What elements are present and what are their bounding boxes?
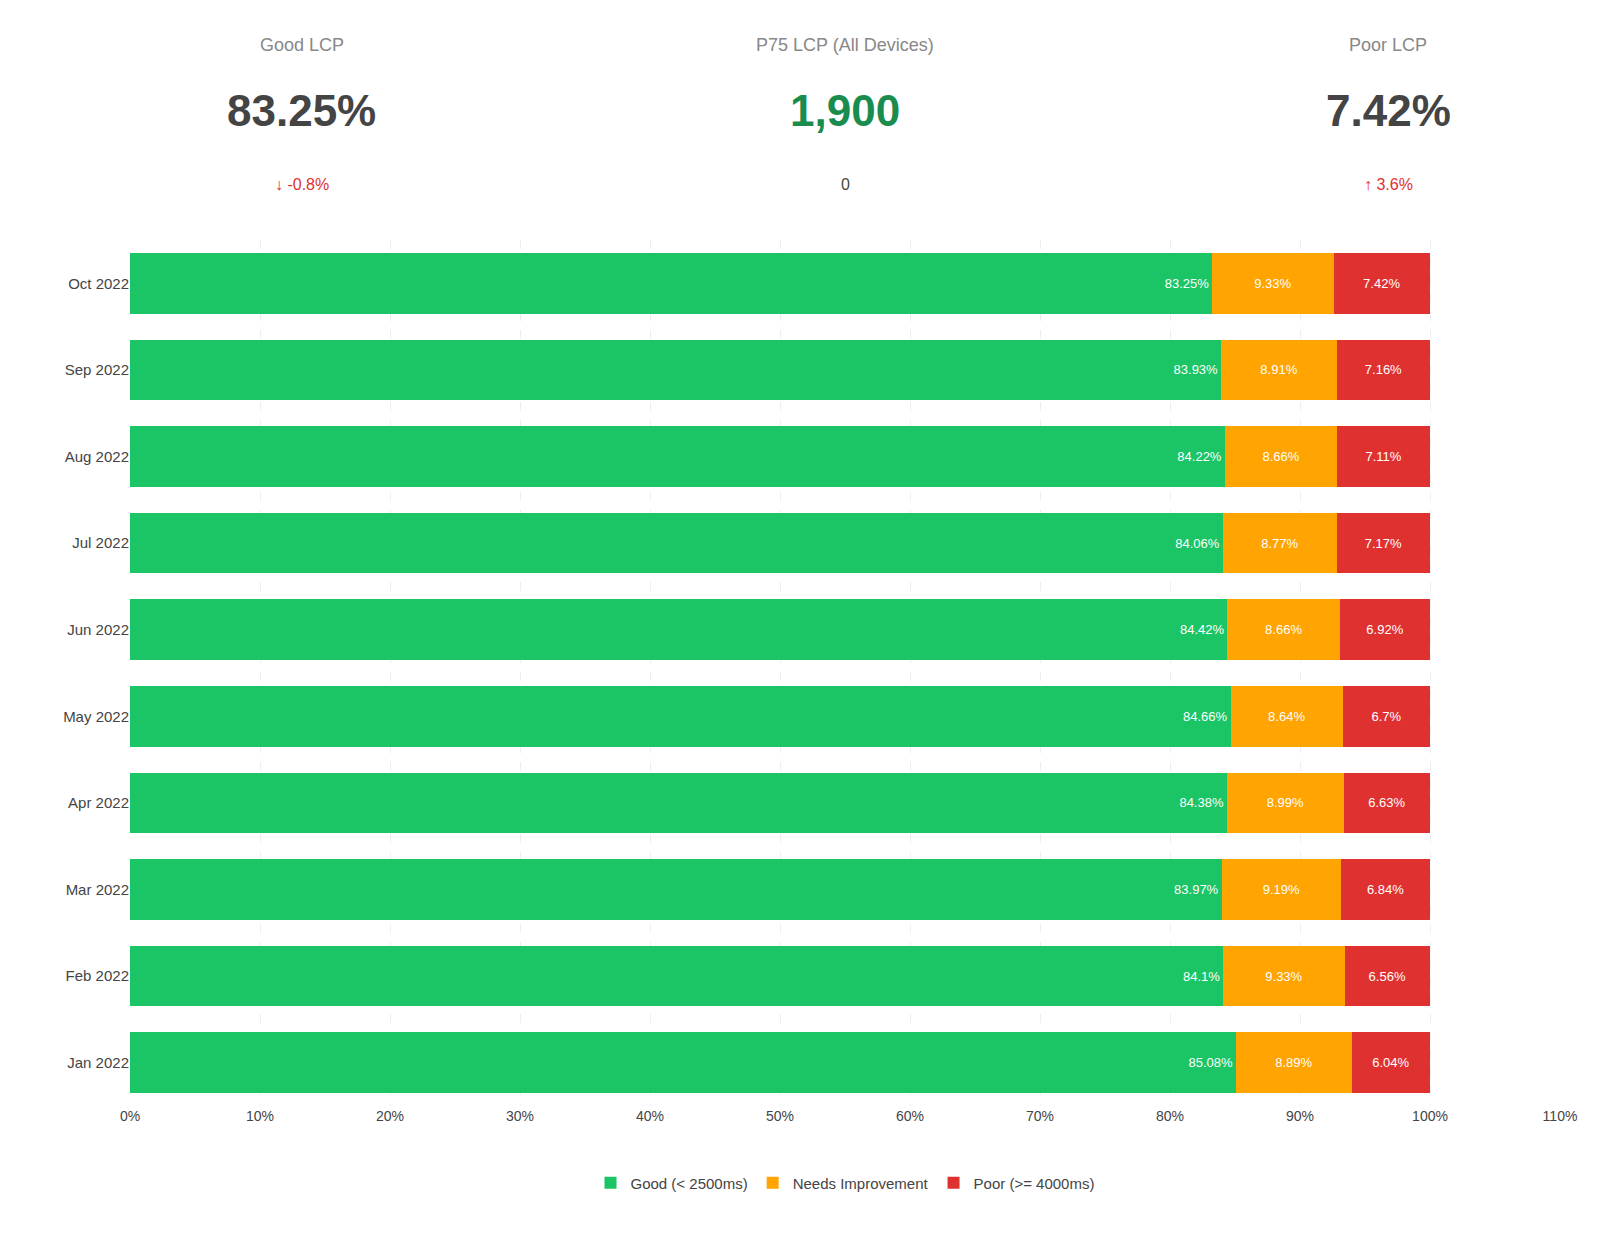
svg-text:80%: 80% (1156, 1108, 1184, 1124)
svg-text:50%: 50% (766, 1108, 794, 1124)
svg-text:8.89%: 8.89% (1275, 1055, 1312, 1070)
svg-text:6.56%: 6.56% (1369, 969, 1406, 984)
svg-text:Needs Improvement: Needs Improvement (793, 1175, 929, 1192)
svg-text:30%: 30% (506, 1108, 534, 1124)
svg-text:Sep 2022: Sep 2022 (65, 361, 129, 378)
svg-text:Jun 2022: Jun 2022 (67, 621, 129, 638)
svg-text:9.19%: 9.19% (1263, 882, 1300, 897)
svg-text:84.1%: 84.1% (1183, 969, 1220, 984)
svg-text:↓ -0.8%: ↓ -0.8% (275, 176, 329, 193)
svg-text:70%: 70% (1026, 1108, 1054, 1124)
svg-text:83.93%: 83.93% (1174, 362, 1219, 377)
svg-text:Apr 2022: Apr 2022 (68, 794, 129, 811)
svg-text:83.25%: 83.25% (227, 86, 376, 135)
svg-text:6.92%: 6.92% (1366, 622, 1403, 637)
svg-text:Feb 2022: Feb 2022 (66, 967, 129, 984)
svg-text:90%: 90% (1286, 1108, 1314, 1124)
svg-text:P75 LCP (All Devices): P75 LCP (All Devices) (756, 35, 934, 55)
svg-text:8.64%: 8.64% (1268, 709, 1305, 724)
svg-text:85.08%: 85.08% (1189, 1055, 1234, 1070)
svg-text:8.99%: 8.99% (1267, 795, 1304, 810)
svg-text:↑ 3.6%: ↑ 3.6% (1364, 176, 1413, 193)
svg-text:Poor LCP: Poor LCP (1349, 35, 1427, 55)
svg-text:Oct 2022: Oct 2022 (68, 275, 129, 292)
svg-text:8.66%: 8.66% (1262, 449, 1299, 464)
svg-text:1,900: 1,900 (790, 86, 900, 135)
svg-text:84.42%: 84.42% (1180, 622, 1225, 637)
svg-text:8.77%: 8.77% (1261, 536, 1298, 551)
svg-text:8.66%: 8.66% (1265, 622, 1302, 637)
svg-text:Aug 2022: Aug 2022 (65, 448, 129, 465)
svg-text:9.33%: 9.33% (1265, 969, 1302, 984)
svg-text:110%: 110% (1543, 1108, 1578, 1124)
svg-text:Mar 2022: Mar 2022 (66, 881, 129, 898)
svg-text:9.33%: 9.33% (1254, 276, 1291, 291)
svg-text:Jul 2022: Jul 2022 (72, 534, 129, 551)
svg-text:0%: 0% (120, 1108, 140, 1124)
svg-text:May 2022: May 2022 (63, 708, 129, 725)
svg-text:84.06%: 84.06% (1175, 536, 1220, 551)
svg-text:83.25%: 83.25% (1165, 276, 1210, 291)
svg-text:6.63%: 6.63% (1368, 795, 1405, 810)
svg-text:100%: 100% (1412, 1108, 1448, 1124)
svg-text:Jan 2022: Jan 2022 (67, 1054, 129, 1071)
svg-text:40%: 40% (636, 1108, 664, 1124)
svg-text:6.7%: 6.7% (1371, 709, 1401, 724)
svg-text:Poor (>= 4000ms): Poor (>= 4000ms) (974, 1175, 1095, 1192)
svg-text:10%: 10% (246, 1108, 274, 1124)
svg-text:6.04%: 6.04% (1372, 1055, 1409, 1070)
svg-text:Good (< 2500ms): Good (< 2500ms) (631, 1175, 748, 1192)
svg-text:7.17%: 7.17% (1365, 536, 1402, 551)
svg-text:84.38%: 84.38% (1179, 795, 1224, 810)
svg-text:7.42%: 7.42% (1326, 86, 1451, 135)
svg-text:20%: 20% (376, 1108, 404, 1124)
svg-text:7.42%: 7.42% (1363, 276, 1400, 291)
svg-text:0: 0 (841, 176, 850, 193)
svg-text:7.11%: 7.11% (1365, 449, 1401, 464)
svg-text:84.66%: 84.66% (1183, 709, 1228, 724)
svg-text:8.91%: 8.91% (1260, 362, 1297, 377)
svg-text:84.22%: 84.22% (1177, 449, 1222, 464)
svg-text:60%: 60% (896, 1108, 924, 1124)
svg-text:Good LCP: Good LCP (260, 35, 344, 55)
svg-text:6.84%: 6.84% (1367, 882, 1404, 897)
svg-text:7.16%: 7.16% (1365, 362, 1402, 377)
svg-text:83.97%: 83.97% (1174, 882, 1219, 897)
